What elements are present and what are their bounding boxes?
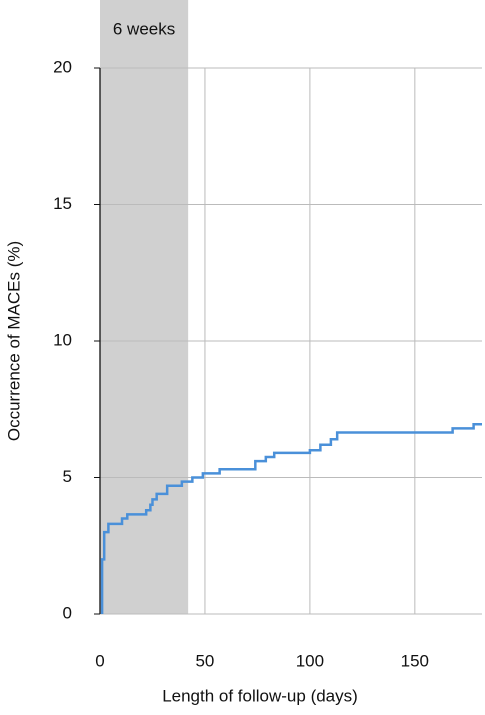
data-line — [100, 423, 482, 614]
x-tick-label: 100 — [296, 651, 324, 670]
y-tick-label: 0 — [63, 603, 72, 622]
shaded-region — [100, 0, 189, 614]
y-axis-label: Occurrence of MACEs (%) — [4, 241, 23, 441]
x-tick-label: 150 — [401, 651, 429, 670]
shade-label: 6 weeks — [113, 19, 175, 38]
y-tick-label: 10 — [53, 330, 72, 349]
x-tick-label: 0 — [95, 651, 104, 670]
x-tick-label: 50 — [195, 651, 214, 670]
y-tick-label: 5 — [63, 467, 72, 486]
y-tick-label: 20 — [53, 57, 72, 76]
x-axis-label: Length of follow-up (days) — [162, 686, 358, 705]
y-tick-label: 15 — [53, 194, 72, 213]
